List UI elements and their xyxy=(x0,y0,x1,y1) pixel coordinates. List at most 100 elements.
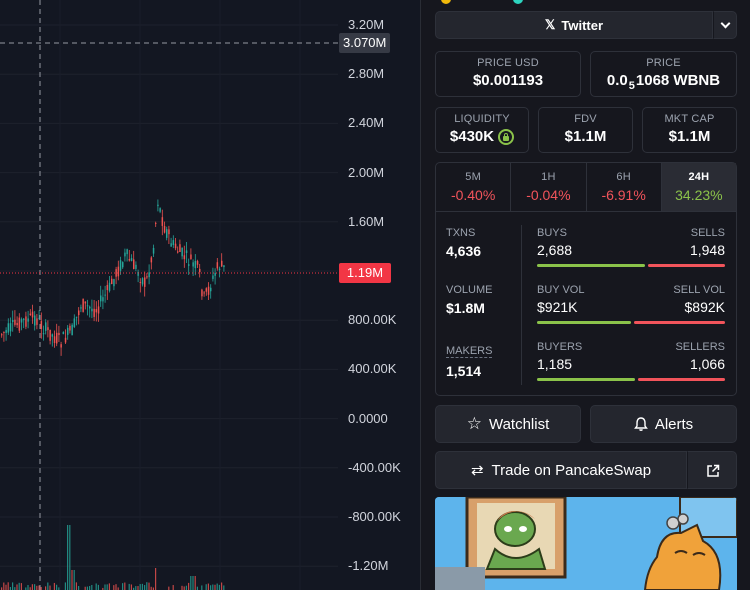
candle-body xyxy=(139,282,142,284)
lock-icon[interactable] xyxy=(498,128,515,145)
price-native-subscript: 5 xyxy=(628,80,635,92)
buyers-value: 1,185 xyxy=(537,356,573,372)
trade-button[interactable]: ⇄ Trade on PancakeSwap xyxy=(435,451,687,489)
volume-bar xyxy=(223,585,225,590)
candle-body xyxy=(53,336,56,343)
candle-body xyxy=(172,240,175,246)
volume-bar xyxy=(117,587,119,590)
volume-stat: VOLUME $1.8M xyxy=(446,284,493,316)
candle-body xyxy=(192,262,194,267)
volume-bar xyxy=(12,582,14,590)
candle-body xyxy=(5,330,7,333)
volume-bar xyxy=(9,586,11,590)
volume-bar xyxy=(192,576,194,590)
current-price-tag: 1.19M xyxy=(339,263,391,283)
candle-body xyxy=(126,249,128,255)
candle-body xyxy=(218,268,221,271)
sell-vol-value: $892K xyxy=(684,299,725,315)
volume-bar xyxy=(84,586,86,590)
fdv-value: $1.1M xyxy=(564,128,607,145)
external-link-icon xyxy=(707,464,720,477)
chart-canvas[interactable] xyxy=(0,0,420,590)
tab-24h[interactable]: 24H 34.23% xyxy=(661,163,736,211)
candle-body xyxy=(144,277,146,287)
candle-body xyxy=(196,261,199,265)
tab-1h[interactable]: 1H -0.04% xyxy=(511,163,587,211)
volume-split: BUY VOL SELL VOL $921K $892K xyxy=(537,284,725,327)
volume-bar xyxy=(45,586,47,590)
external-link-button[interactable] xyxy=(687,451,737,489)
volume-bar xyxy=(16,584,18,590)
candle-body xyxy=(18,317,21,331)
buy-vol-value: $921K xyxy=(537,299,578,315)
tab-5m[interactable]: 5M -0.40% xyxy=(436,163,512,211)
price-axis-label: 3.20M xyxy=(348,17,385,32)
volume-bar xyxy=(139,584,141,590)
candle-body xyxy=(210,287,212,292)
candle-body xyxy=(82,299,84,312)
candle-body xyxy=(102,297,104,302)
candle-body xyxy=(9,323,12,332)
top-partial-row xyxy=(435,0,735,4)
volume-bar xyxy=(201,585,203,590)
candle-body xyxy=(179,244,181,252)
candle-body xyxy=(56,332,58,344)
candle-body xyxy=(137,271,139,276)
candle-body xyxy=(150,257,153,263)
liquidity-value: $430K xyxy=(449,128,495,145)
candle-body xyxy=(152,247,155,254)
change-1h: -0.04% xyxy=(526,187,571,203)
volume-bar xyxy=(106,584,108,590)
watchlist-button[interactable]: ☆ Watchlist xyxy=(435,405,581,443)
buy-vol-bar xyxy=(537,321,632,324)
candle-body xyxy=(214,272,216,276)
socials-dropdown-button[interactable] xyxy=(713,11,737,39)
candle-body xyxy=(188,264,190,266)
candle-body xyxy=(38,317,40,319)
liquidity-box: LIQUIDITY $430K xyxy=(435,107,529,153)
volume-bar xyxy=(185,585,187,590)
volume-bar xyxy=(128,583,130,590)
volume-bar xyxy=(14,587,16,590)
volume-bar xyxy=(1,587,3,590)
volume-bar xyxy=(194,576,196,590)
candle-body xyxy=(106,284,109,291)
price-usd-label: PRICE USD xyxy=(477,57,539,69)
candle-body xyxy=(64,337,67,343)
volume-bar xyxy=(124,582,126,590)
volume-bar xyxy=(108,583,110,590)
volume-bar xyxy=(29,587,31,590)
buys-bar xyxy=(537,264,645,267)
candle-body xyxy=(1,334,3,336)
candle-body xyxy=(216,262,219,269)
mkt-cap-value: $1.1M xyxy=(668,128,711,145)
candle-body xyxy=(84,301,87,304)
volume-bar xyxy=(34,584,36,590)
volume-bar xyxy=(71,570,73,590)
candle-body xyxy=(207,286,210,295)
volume-bar xyxy=(102,587,104,590)
price-chart[interactable]: 3.20M2.80M2.40M2.00M1.60M1.20M800.00K400… xyxy=(0,0,420,590)
candle-body xyxy=(108,282,111,291)
volume-bar xyxy=(3,582,5,590)
txns-value: 4,636 xyxy=(446,243,482,259)
twitter-button[interactable]: 𝕏 Twitter xyxy=(435,11,713,39)
price-native-box: PRICE 0.051068 WBNB xyxy=(590,51,737,97)
candle-body xyxy=(91,308,93,312)
candle-body xyxy=(40,321,43,329)
tab-6h[interactable]: 6H -6.91% xyxy=(587,163,662,211)
volume-bar xyxy=(40,586,42,590)
candle-body xyxy=(29,313,32,316)
alerts-button[interactable]: Alerts xyxy=(590,405,737,443)
volume-bar xyxy=(18,582,20,590)
candle-body xyxy=(7,323,10,333)
volume-bar xyxy=(135,586,137,590)
volume-bar xyxy=(69,525,71,590)
candle-body xyxy=(157,204,159,207)
volume-bar xyxy=(133,587,135,590)
candle-body xyxy=(58,332,60,336)
candle-body xyxy=(201,289,203,297)
candle-body xyxy=(115,269,117,277)
sellers-value: 1,066 xyxy=(689,356,725,372)
volume-bar xyxy=(183,586,185,590)
